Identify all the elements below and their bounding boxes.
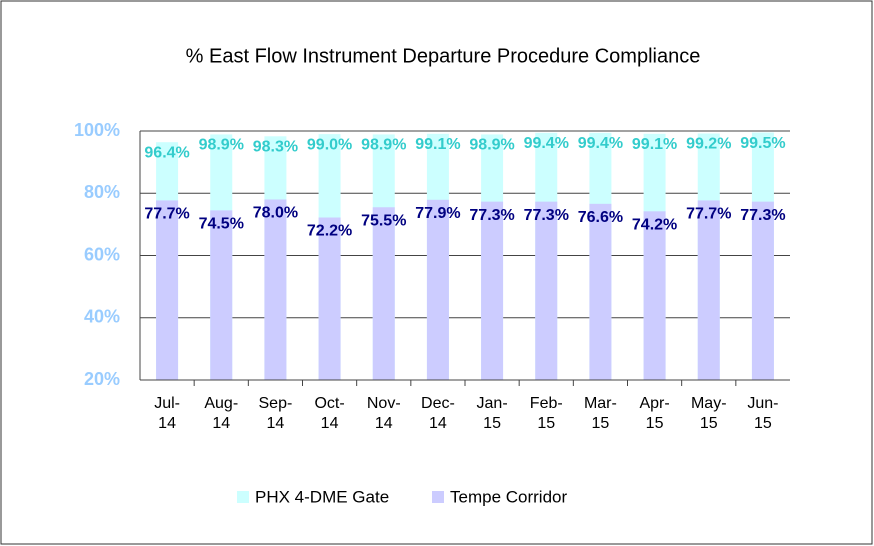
x-tick-label: Sep-14	[258, 395, 293, 432]
y-tick-label: 80%	[84, 182, 120, 202]
bar	[643, 211, 666, 380]
data-label: 99.4%	[524, 135, 569, 152]
x-tick-label: Dec-14	[421, 395, 455, 432]
data-label: 98.9%	[361, 137, 406, 154]
bar	[589, 203, 612, 380]
legend-swatch	[432, 491, 444, 503]
data-label: 75.5%	[361, 212, 406, 229]
data-label: 77.3%	[469, 207, 514, 224]
data-label: 98.9%	[199, 137, 244, 154]
data-label: 98.3%	[253, 139, 298, 156]
x-tick-label: Nov-14	[366, 395, 401, 432]
x-tick-label: Jul-14	[154, 395, 180, 432]
x-tick-label: Jan-15	[476, 395, 508, 432]
bar	[156, 200, 179, 380]
x-tick-label: May-15	[690, 395, 727, 432]
data-label: 74.5%	[199, 216, 244, 233]
data-label: 99.1%	[632, 136, 677, 153]
data-label: 77.7%	[144, 206, 189, 223]
data-label: 99.4%	[578, 135, 623, 152]
x-tick-label: Jun-15	[747, 395, 779, 432]
data-label: 98.9%	[469, 137, 514, 154]
bar	[697, 200, 720, 380]
legend-label: PHX 4-DME Gate	[255, 487, 389, 506]
x-tick-label: Aug-14	[204, 395, 239, 432]
data-label: 99.5%	[740, 135, 785, 152]
data-label: 99.1%	[415, 136, 460, 153]
y-tick-label: 40%	[84, 307, 120, 327]
data-label: 77.3%	[740, 207, 785, 224]
x-tick-label: Oct-14	[314, 395, 345, 432]
bar	[535, 201, 558, 380]
data-label: 76.6%	[578, 209, 623, 226]
bar	[481, 201, 504, 380]
data-label: 78.0%	[253, 205, 298, 222]
bar	[372, 207, 395, 380]
legend-label: Tempe Corridor	[450, 487, 567, 506]
data-label: 77.7%	[686, 206, 731, 223]
data-label: 77.9%	[415, 205, 460, 222]
data-label: 99.0%	[307, 136, 352, 153]
data-label: 74.2%	[632, 217, 677, 234]
y-tick-label: 100%	[74, 120, 120, 140]
chart-title: % East Flow Instrument Departure Procedu…	[186, 45, 701, 67]
bar	[426, 199, 449, 380]
x-tick-label: Feb-15	[529, 395, 563, 432]
bar	[751, 201, 774, 380]
x-tick-label: Apr-15	[639, 395, 670, 432]
bar	[264, 199, 287, 380]
bar	[210, 210, 233, 380]
data-label: 99.2%	[686, 136, 731, 153]
data-label: 96.4%	[144, 144, 189, 161]
data-label: 72.2%	[307, 223, 352, 240]
data-label: 77.3%	[524, 207, 569, 224]
bar	[318, 217, 341, 380]
legend-swatch	[237, 491, 249, 503]
y-tick-label: 60%	[84, 244, 120, 264]
y-tick-label: 20%	[84, 369, 120, 389]
x-tick-label: Mar-15	[583, 395, 617, 432]
